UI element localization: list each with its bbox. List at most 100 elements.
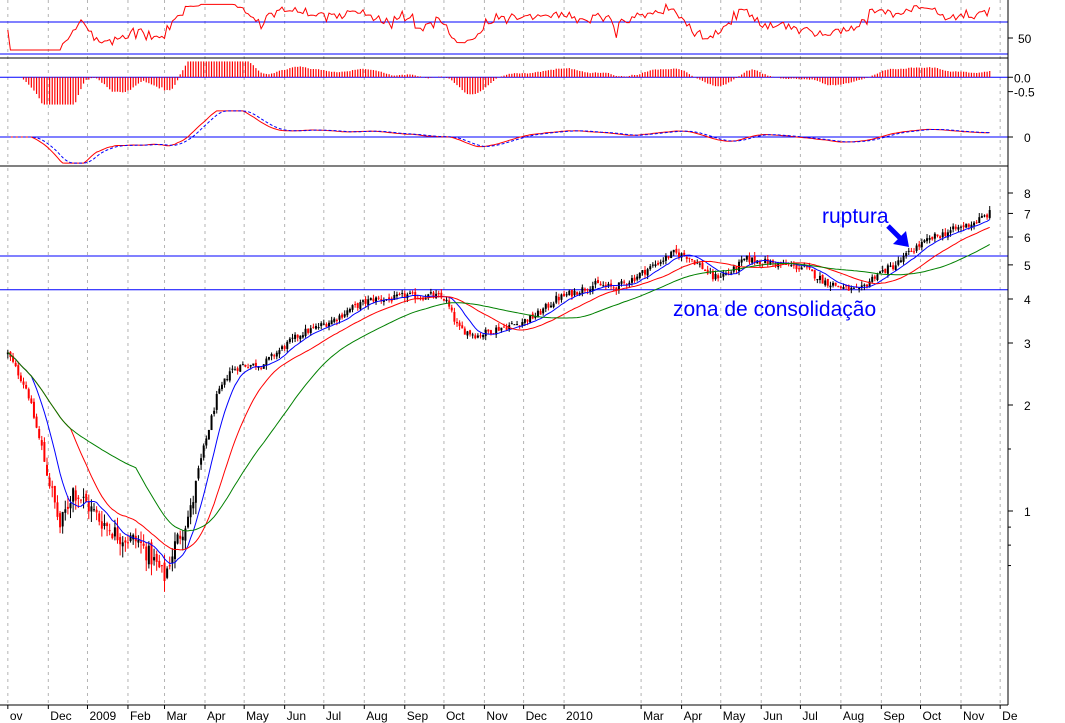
moving-average-20 [7, 219, 990, 565]
candle-body [299, 335, 302, 340]
candle-body [254, 362, 257, 368]
candle-body [612, 287, 615, 289]
candle-body [377, 297, 380, 299]
candle-body [529, 314, 532, 323]
candle-body [813, 270, 816, 279]
candle-body [839, 286, 842, 288]
candle-body [602, 285, 605, 287]
candle-body [59, 513, 62, 528]
candle-body [858, 287, 861, 289]
candle-body [761, 263, 764, 265]
price-tick-label: 7 [1024, 207, 1031, 221]
candle-body [649, 266, 652, 270]
rsi-line [7, 2, 991, 51]
candle-body [497, 326, 500, 331]
candle-body [286, 341, 289, 349]
candle-body [395, 294, 398, 297]
candle-body [852, 287, 855, 289]
candle-body [369, 298, 372, 300]
candle-body [380, 299, 383, 301]
candle-body [398, 293, 401, 295]
candle-body [220, 384, 223, 390]
candle-body [442, 298, 445, 301]
candle-body [970, 224, 973, 228]
candle-body [484, 329, 487, 337]
candle-body [641, 270, 644, 274]
candle-body [236, 368, 239, 371]
candle-body [808, 266, 811, 269]
candle-body [899, 260, 902, 262]
price-panel [0, 206, 1008, 592]
candle-body [944, 232, 947, 236]
candle-body [766, 259, 769, 265]
candle-body [103, 523, 106, 526]
candle-body [6, 352, 9, 355]
candle-body [837, 286, 840, 288]
candle-body [155, 553, 158, 562]
candle-body [82, 496, 85, 498]
x-tick-label: 2009 [89, 709, 116, 723]
candle-body [223, 378, 226, 385]
macd-signal-line [7, 110, 990, 164]
x-tick-label: Jun [287, 709, 306, 723]
candle-body [560, 294, 563, 300]
x-tick-label: Sep [407, 709, 429, 723]
candle-body [670, 251, 673, 259]
candle-body [367, 299, 370, 306]
candle-body [260, 367, 263, 369]
candle-body [711, 270, 714, 280]
candle-body [343, 314, 346, 317]
candle-body [534, 316, 537, 318]
candle-body [821, 274, 824, 284]
candle-body [19, 375, 22, 382]
candle-body [743, 258, 746, 261]
candle-body [983, 215, 986, 217]
candle-body [980, 215, 983, 218]
candle-body [594, 280, 597, 285]
annotation-consolidation-zone: zona de consolidação [673, 298, 876, 321]
candle-body [881, 269, 884, 272]
candle-body [552, 303, 555, 308]
x-tick-label: Aug [366, 709, 387, 723]
x-tick-label: Dec [526, 709, 547, 723]
candle-body [646, 269, 649, 276]
candle-body [22, 381, 25, 385]
candle-body [487, 329, 490, 332]
candle-body [359, 302, 362, 310]
candle-body [912, 251, 915, 253]
candle-body [440, 292, 443, 298]
annotation-ruptura: ruptura [822, 205, 889, 228]
candle-body [941, 232, 944, 238]
candle-body [842, 286, 845, 290]
candle-body [967, 224, 970, 227]
candle-body [461, 325, 464, 329]
candle-body [581, 287, 584, 294]
candle-body [591, 285, 594, 291]
price-tick-label: 6 [1024, 231, 1031, 245]
candle-body [66, 506, 69, 509]
x-tick-label: Mar [643, 709, 664, 723]
candle-body [38, 429, 41, 439]
candle-body [372, 298, 375, 302]
x-tick-label: ov [10, 709, 23, 723]
candle-body [946, 232, 949, 238]
candle-body [137, 539, 140, 543]
candle-body [677, 252, 680, 258]
candle-body [931, 236, 934, 240]
candle-body [356, 303, 359, 308]
candle-body [657, 262, 660, 265]
candle-body [30, 398, 33, 404]
x-tick-label: Apr [684, 709, 703, 723]
candle-body [578, 293, 581, 295]
candle-body [886, 265, 889, 274]
candle-body [348, 308, 351, 312]
candle-body [56, 502, 59, 517]
candle-body [32, 401, 35, 418]
candle-body [85, 493, 88, 502]
candle-body [542, 308, 545, 314]
x-tick-label: May [246, 709, 269, 723]
candle-body [351, 305, 354, 310]
candle-body [719, 276, 722, 278]
candle-body [735, 266, 738, 270]
candle-body [270, 353, 273, 357]
